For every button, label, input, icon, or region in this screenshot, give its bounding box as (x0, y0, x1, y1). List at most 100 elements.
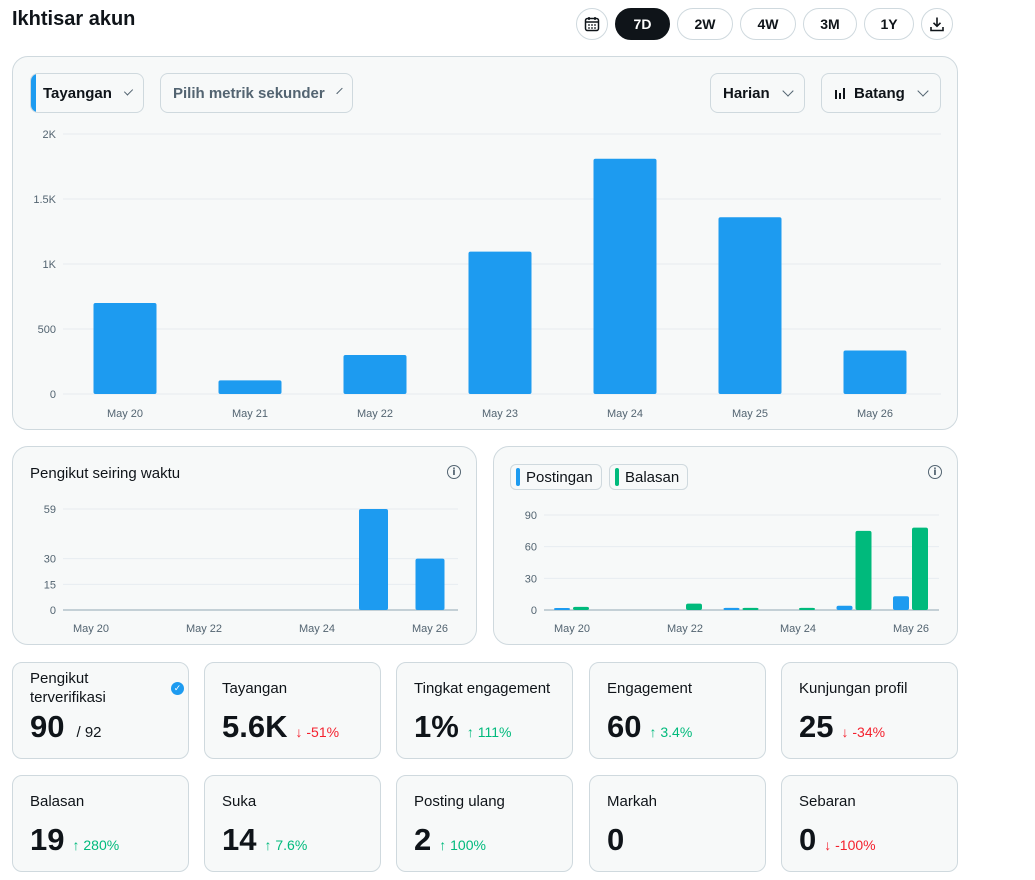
x-tick-label: May 26 (893, 623, 929, 635)
stat-card-profile-visits[interactable]: Kunjungan profil 25 ↓ -34% (781, 662, 958, 759)
stat-delta: ↑ 111% (466, 724, 512, 740)
secondary-metric-placeholder: Pilih metrik sekunder (173, 84, 325, 102)
x-tick-label: May 20 (107, 408, 143, 420)
bar-postingan (893, 596, 909, 610)
x-tick-label: May 23 (482, 408, 518, 420)
bar-postingan (554, 608, 570, 610)
stat-value: 5.6K ↓ -51% (222, 709, 340, 744)
range-3m-button[interactable]: 3M (803, 8, 857, 40)
bar-views (468, 251, 532, 394)
info-icon[interactable]: i (447, 465, 461, 479)
info-icon[interactable]: i (928, 465, 942, 479)
stat-value: 14 ↑ 7.6% (222, 822, 308, 857)
range-4w-button[interactable]: 4W (740, 8, 796, 40)
legend-balasan-swatch (615, 468, 619, 486)
download-icon (930, 17, 944, 32)
bar-views (843, 350, 907, 394)
x-tick-label: May 26 (857, 408, 893, 420)
primary-metric-label: Tayangan (43, 84, 112, 102)
bar-views (218, 380, 282, 394)
stat-delta: ↓ -34% (841, 724, 886, 740)
primary-metric-dropdown[interactable]: Tayangan (30, 73, 144, 113)
x-tick-label: May 25 (732, 408, 768, 420)
legend-postingan-swatch (516, 468, 520, 486)
stat-label: Pengikut terverifikasi (30, 670, 106, 706)
secondary-metric-dropdown[interactable]: Pilih metrik sekunder (160, 73, 353, 113)
chart-style-label: Batang (854, 84, 905, 102)
stat-card-views[interactable]: Tayangan 5.6K ↓ -51% (204, 662, 381, 759)
stat-card-reposts[interactable]: Posting ulang 2 ↑ 100% (396, 775, 573, 872)
x-tick-label: May 20 (554, 623, 590, 635)
stat-card-shares[interactable]: Sebaran 0 ↓ -100% (781, 775, 958, 872)
followers-bar-chart: 0 15 30 59 May 20 May 22 May 24 May 26 (44, 504, 458, 635)
y-tick-label: 15 (44, 579, 56, 591)
posts-replies-bar-chart: 0 30 60 90 May 20 May 22 May 24 May 26 (525, 510, 939, 635)
stat-card-engagement-rate[interactable]: Tingkat engagement 1% ↑ 111% (396, 662, 573, 759)
posts-replies-card: Postingan Balasan i 0 30 60 90 May 20 May 22 M… (493, 446, 958, 645)
bar-balasan (799, 607, 815, 610)
stat-delta: ↑ 3.4% (649, 724, 693, 740)
stat-card-replies[interactable]: Balasan 19 ↑ 280% (12, 775, 189, 872)
bar-postingan (836, 605, 853, 610)
stat-value: 60 ↑ 3.4% (607, 709, 693, 744)
y-tick-label: 60 (525, 542, 537, 554)
stat-value: 90/ 92 (30, 709, 102, 744)
download-button[interactable] (921, 8, 953, 40)
stat-value: 0 (607, 822, 625, 857)
stat-card-verified-followers[interactable]: Pengikut terverifikasi ✓ 90/ 92 (12, 662, 189, 759)
y-tick-label: 30 (525, 573, 537, 585)
calendar-button[interactable] (576, 8, 608, 40)
stat-label: Sebaran (799, 793, 856, 810)
range-1y-button[interactable]: 1Y (864, 8, 914, 40)
stat-value: 2 ↑ 100% (414, 822, 486, 857)
x-tick-label: May 21 (232, 408, 268, 420)
x-tick-label: May 22 (186, 623, 222, 635)
chart-style-dropdown[interactable]: Batang (821, 73, 941, 113)
interval-dropdown[interactable]: Harian (710, 73, 805, 113)
bar-views (343, 355, 407, 394)
legend-postingan[interactable]: Postingan (510, 464, 602, 490)
range-7d-button[interactable]: 7D (615, 8, 670, 40)
range-2w-button[interactable]: 2W (677, 8, 733, 40)
stat-delta: ↓ -51% (295, 724, 340, 740)
x-tick-label: May 24 (299, 623, 335, 635)
stat-label: Kunjungan profil (799, 680, 908, 697)
bar-balasan (912, 527, 928, 610)
stat-total: / 92 (76, 724, 102, 741)
views-bar-chart: 0 500 1K 1.5K 2K May 20 May 21 May 22 May 23 May … (33, 129, 941, 420)
stat-delta: ↑ 7.6% (264, 837, 308, 853)
bar-postingan (723, 607, 740, 610)
stat-label: Tingkat engagement (414, 680, 551, 697)
page-title: Ikhtisar akun (12, 8, 136, 30)
stat-label: Engagement (607, 680, 693, 697)
legend-postingan-label: Postingan (526, 468, 593, 486)
legend-balasan[interactable]: Balasan (609, 464, 689, 490)
bar-balasan (855, 530, 872, 610)
y-tick-label: 0 (50, 605, 56, 617)
primary-metric-accent (31, 74, 36, 112)
bar-followers (415, 558, 445, 610)
stat-card-engagement[interactable]: Engagement 60 ↑ 3.4% (589, 662, 766, 759)
x-tick-label: May 26 (412, 623, 448, 635)
bar-chart-icon (835, 88, 845, 99)
x-tick-label: May 22 (357, 408, 393, 420)
y-tick-label: 1.5K (33, 194, 56, 206)
stat-card-bookmarks[interactable]: Markah 0 (589, 775, 766, 872)
stat-delta: ↑ 280% (72, 837, 120, 853)
stat-label: Balasan (30, 793, 85, 810)
stat-label: Markah (607, 793, 658, 810)
bar-balasan (573, 606, 589, 610)
bar-views (93, 303, 157, 394)
bar-views (718, 217, 782, 394)
verified-badge-icon: ✓ (171, 682, 184, 695)
bar-balasan (686, 603, 702, 610)
bar-followers (359, 509, 388, 610)
y-tick-label: 2K (43, 129, 57, 141)
stat-card-likes[interactable]: Suka 14 ↑ 7.6% (204, 775, 381, 872)
y-tick-label: 90 (525, 510, 537, 522)
y-tick-label: 30 (44, 554, 56, 566)
stat-value: 0 ↓ -100% (799, 822, 876, 857)
x-tick-label: May 24 (780, 623, 816, 635)
calendar-icon (584, 17, 600, 32)
stat-value: 1% ↑ 111% (414, 709, 512, 744)
